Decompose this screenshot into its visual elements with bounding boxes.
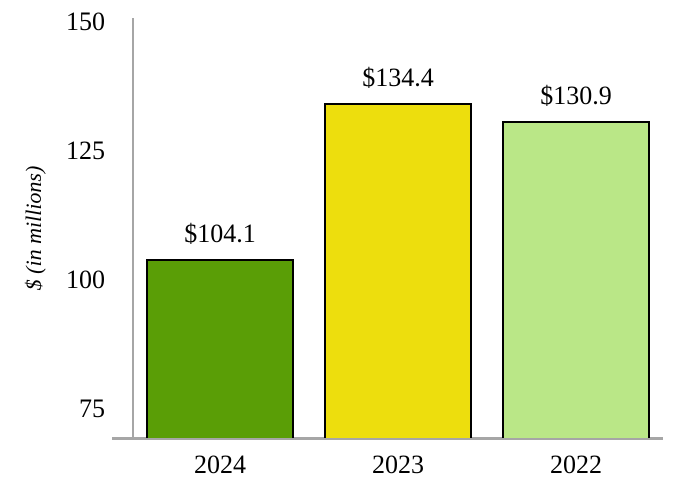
bar-value-label-2024: $104.1 <box>184 218 256 248</box>
x-category-label-2022: 2022 <box>550 450 602 479</box>
bar-value-label-2023: $134.4 <box>362 62 434 92</box>
bar-2022 <box>502 120 650 438</box>
x-axis-line <box>112 437 663 440</box>
y-tick-label-125: 125 <box>66 136 105 166</box>
bar-2024 <box>146 258 294 438</box>
x-category-label-2024: 2024 <box>194 450 246 479</box>
y-tick-label-75: 75 <box>79 394 105 424</box>
y-tick-label-100: 100 <box>66 265 105 295</box>
bar-value-label-2022: $130.9 <box>540 80 612 110</box>
y-tick-label-150: 150 <box>66 7 105 36</box>
x-category-label-2023: 2023 <box>372 450 424 479</box>
bar-2023 <box>324 102 472 438</box>
y-axis-line <box>132 18 134 438</box>
